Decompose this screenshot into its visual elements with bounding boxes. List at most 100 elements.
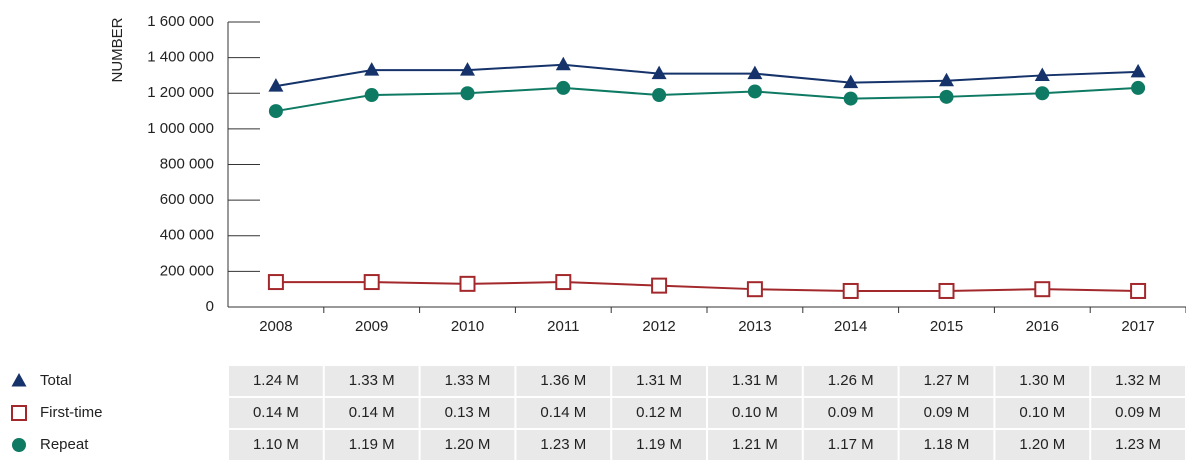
x-tick-label: 2011 <box>547 318 579 335</box>
table-value: 0.12 M <box>636 404 682 421</box>
table-cell <box>708 366 802 396</box>
point <box>363 274 380 291</box>
table-cell <box>229 430 323 460</box>
point <box>460 86 475 101</box>
point <box>364 88 379 103</box>
table-cell <box>803 398 898 428</box>
y-tick-label: 1 200 000 <box>147 84 214 101</box>
point <box>1131 80 1146 95</box>
table-value: 1.31 M <box>732 372 778 389</box>
point <box>1034 67 1050 81</box>
table-value: 0.10 M <box>1019 404 1065 421</box>
table-value: 0.09 M <box>828 404 874 421</box>
point <box>747 65 763 80</box>
legend-label: Repeat <box>40 436 89 453</box>
x-tick-label: 2017 <box>1121 318 1154 335</box>
table-value: 0.14 M <box>540 404 586 421</box>
table-value: 0.09 M <box>1115 404 1161 421</box>
point <box>939 89 954 104</box>
table-cell <box>516 366 611 396</box>
y-tick-label: 600 000 <box>160 191 214 208</box>
table-value: 1.26 M <box>828 372 874 389</box>
table-cell <box>420 366 515 396</box>
table-cell <box>899 366 994 396</box>
legend-label: First-time <box>40 404 103 421</box>
table-cell <box>612 398 706 428</box>
table-cell <box>1091 366 1185 396</box>
table-cell <box>516 430 611 460</box>
table-cell <box>995 398 1090 428</box>
point <box>747 84 762 99</box>
x-tick-label: 2010 <box>451 318 484 335</box>
table-value: 1.20 M <box>445 436 491 453</box>
point <box>555 56 571 71</box>
table-value: 0.14 M <box>349 404 395 421</box>
y-tick-label: 1 000 000 <box>147 120 214 137</box>
y-tick-label: 200 000 <box>160 262 214 279</box>
point <box>651 65 667 80</box>
x-tick-label: 2015 <box>930 318 963 335</box>
point <box>652 88 667 103</box>
point <box>1034 281 1051 298</box>
series-line <box>275 63 1139 88</box>
table-value: 1.19 M <box>349 436 395 453</box>
y-tick-label: 1 400 000 <box>147 49 214 66</box>
table-cell <box>612 430 706 460</box>
x-tick-label: 2009 <box>355 318 388 335</box>
table-cell <box>803 430 898 460</box>
x-tick-label: 2008 <box>259 318 292 335</box>
table-cell <box>516 398 611 428</box>
table-value: 1.21 M <box>732 436 778 453</box>
table-value: 0.10 M <box>732 404 778 421</box>
x-tick-label: 2012 <box>642 318 675 335</box>
y-tick-label: 1 600 000 <box>147 13 214 30</box>
point <box>460 62 475 76</box>
table-cell <box>1091 398 1185 428</box>
table-value: 0.13 M <box>445 404 491 421</box>
table-value: 1.17 M <box>828 436 874 453</box>
table-value: 0.14 M <box>253 404 299 421</box>
point <box>843 91 858 106</box>
table-cell <box>420 430 515 460</box>
legend-marker <box>11 373 27 387</box>
table-value: 1.36 M <box>540 372 586 389</box>
table-cell <box>612 366 706 396</box>
table-cell <box>324 430 419 460</box>
table-cell <box>995 366 1090 396</box>
legend-label: Total <box>40 372 72 389</box>
point <box>267 274 284 291</box>
table-cell <box>899 430 994 460</box>
table-value: 1.23 M <box>540 436 586 453</box>
table-value: 1.24 M <box>253 372 299 389</box>
table-cell <box>708 430 802 460</box>
table-value: 1.27 M <box>924 372 970 389</box>
series-line <box>275 281 1139 292</box>
point <box>268 104 283 119</box>
point <box>842 282 859 299</box>
table-cell <box>229 366 323 396</box>
point <box>556 80 571 95</box>
table-value: 1.18 M <box>924 436 970 453</box>
point <box>268 78 284 92</box>
table-cell <box>229 398 323 428</box>
y-tick-label: 800 000 <box>160 155 214 172</box>
y-axis-label: NUMBER <box>109 17 126 82</box>
point <box>1130 282 1147 299</box>
point <box>843 74 859 89</box>
point <box>1130 63 1146 78</box>
point <box>939 72 954 87</box>
point <box>746 281 763 298</box>
table-value: 1.33 M <box>445 372 491 389</box>
table-value: 1.20 M <box>1019 436 1065 453</box>
point <box>364 62 380 76</box>
table-value: 1.30 M <box>1019 372 1065 389</box>
y-tick-label: 400 000 <box>160 227 214 244</box>
point <box>1035 86 1050 101</box>
legend-marker <box>11 405 27 421</box>
y-tick-label: 0 <box>206 298 214 315</box>
table-cell <box>324 366 419 396</box>
table-cell <box>995 430 1090 460</box>
legend-marker <box>12 438 26 452</box>
table-cell <box>1091 430 1185 460</box>
